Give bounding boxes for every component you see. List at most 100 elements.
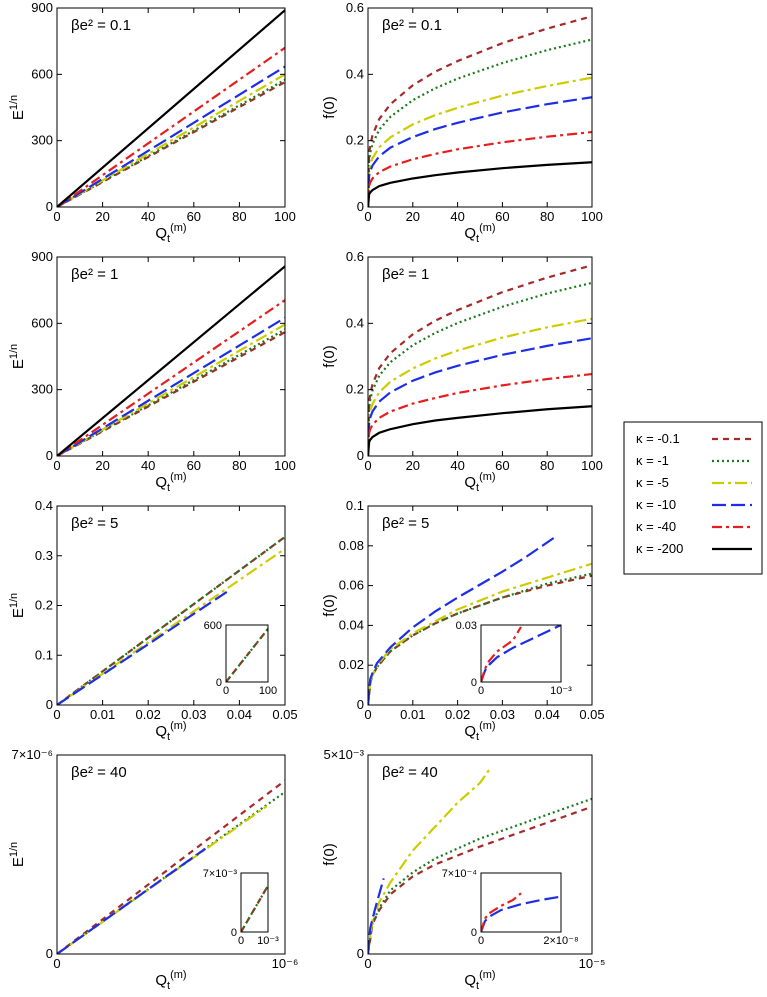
panel-f3-x-tick-label: 0.03 bbox=[490, 707, 515, 722]
panel-e4-y-tick-label: 0 bbox=[46, 946, 53, 961]
panel-e2-y-label: E1/n bbox=[8, 344, 27, 369]
panel-f1-series-3 bbox=[368, 76, 592, 207]
panel-e4-inset-y-tick-label: 0 bbox=[231, 927, 237, 939]
panel-f2-x-tick-label: 80 bbox=[540, 458, 554, 473]
panel-f3-y-label: f(0) bbox=[321, 594, 338, 617]
panel-e4-plot-area bbox=[57, 779, 285, 954]
panel-f2-series-1 bbox=[368, 264, 592, 456]
panel-e4-inset-series-2 bbox=[241, 885, 268, 932]
panel-f3-x-tick-label: 0.05 bbox=[579, 707, 604, 722]
panel-f4-series-3 bbox=[368, 766, 493, 954]
panel-f3-plot-area bbox=[368, 536, 592, 705]
panel-f2-series-3 bbox=[368, 317, 592, 456]
panel-f2-y-label: f(0) bbox=[321, 345, 338, 368]
panel-f3-y-tick-label: 0.04 bbox=[339, 617, 364, 632]
legend-label: κ = -200 bbox=[636, 541, 683, 556]
panel-e2-series-3 bbox=[57, 323, 285, 456]
panel-f1-series-6 bbox=[368, 161, 592, 207]
panel-f2-plot-area bbox=[368, 264, 592, 456]
panel-e3-x-tick-label: 0.01 bbox=[90, 707, 115, 722]
panel-e3-y-tick-label: 0.1 bbox=[35, 647, 53, 662]
panel-e3-y-tick-label: 0 bbox=[46, 697, 53, 712]
panel-f2-x-tick-label: 100 bbox=[581, 458, 603, 473]
panel-e1-plot-area bbox=[57, 9, 285, 207]
panel-f4-x-label: Qt(m) bbox=[464, 969, 495, 992]
panel-e2-x-label: Qt(m) bbox=[155, 471, 186, 494]
panel-f3-inset-frame bbox=[480, 624, 562, 683]
panel-f3-inset-y-tick-label: 0.03 bbox=[456, 620, 477, 632]
panel-e2-plot-area bbox=[57, 265, 285, 456]
panel-e3-x-tick-label: 0.04 bbox=[227, 707, 252, 722]
panel-f4-plot-area bbox=[368, 766, 592, 954]
panel-f2-x-tick-label: 0 bbox=[364, 458, 371, 473]
panel-f3-inset-x-tick-label: 0 bbox=[478, 685, 484, 697]
panel-f3-x-tick-label: 0.04 bbox=[535, 707, 560, 722]
panel-e4-inset-frame bbox=[240, 872, 269, 933]
panel-f1-y-tick-label: 0.4 bbox=[346, 66, 364, 81]
panel-f3-x-tick-label: 0.01 bbox=[400, 707, 425, 722]
panel-e4-inset-x-tick-label: 0 bbox=[238, 935, 244, 947]
panel-e3-y-tick-label: 0.2 bbox=[35, 598, 53, 613]
panel-e2-series-2 bbox=[57, 328, 285, 456]
panel-f2-x-tick-label: 20 bbox=[406, 458, 420, 473]
panel-f2: 0 20 40 60 80 100 0 0.2 0.4 0.6 βe² = 1 Qt(m) f(0) bbox=[321, 249, 603, 494]
panel-e2-x-tick-label: 100 bbox=[274, 458, 296, 473]
panel-e2-series-4 bbox=[57, 316, 285, 456]
panel-f1-x-tick-label: 60 bbox=[495, 209, 509, 224]
panel-f1-annotation: βe² = 0.1 bbox=[382, 17, 442, 34]
panel-e3-x-tick-label: 0 bbox=[53, 707, 60, 722]
legend-label: κ = -40 bbox=[636, 519, 676, 534]
panel-e4-inset: 0 10⁻³ 0 7×10⁻³ bbox=[203, 868, 279, 947]
panel-f1-x-tick-label: 40 bbox=[450, 209, 464, 224]
panel-f1-x-tick-label: 20 bbox=[406, 209, 420, 224]
panel-e2-series-6 bbox=[57, 265, 285, 456]
panel-e3: 0 0.01 0.02 0.03 0.04 0.05 0 0.1 0.2 0.3 0.4 βe² = … bbox=[8, 498, 298, 743]
panel-e2: 0 20 40 60 80 100 0 300 600 900 βe² = 1 Qt(m) E1/n bbox=[8, 249, 296, 494]
panel-e1-x-label: Qt(m) bbox=[155, 222, 186, 245]
panel-e1-y-tick-label: 600 bbox=[31, 66, 53, 81]
panel-f3-frame bbox=[367, 505, 593, 706]
panel-f3-y-tick-label: 0.1 bbox=[346, 498, 364, 513]
panel-f3-y-tick-label: 0 bbox=[357, 697, 364, 712]
panel-e1-x-tick-label: 100 bbox=[274, 209, 296, 224]
panel-f3-annotation: βe² = 5 bbox=[382, 515, 429, 532]
panel-e2-annotation: βe² = 1 bbox=[71, 266, 118, 283]
panel-f3-series-4 bbox=[368, 536, 555, 705]
panel-e1-x-tick-label: 60 bbox=[187, 209, 201, 224]
panel-e2-series-1 bbox=[57, 331, 285, 456]
panel-e2-y-tick-label: 900 bbox=[31, 249, 53, 264]
panel-e1-annotation: βe² = 0.1 bbox=[71, 17, 131, 34]
panel-e2-series-5 bbox=[57, 299, 285, 456]
panel-f2-y-tick-label: 0 bbox=[357, 448, 364, 463]
panel-f2-series-4 bbox=[368, 337, 592, 456]
panel-f4-inset-series-5 bbox=[481, 892, 522, 932]
panel-e3-x-tick-label: 0.02 bbox=[136, 707, 161, 722]
panel-e2-y-tick-label: 0 bbox=[46, 448, 53, 463]
panel-f1-x-tick-label: 80 bbox=[540, 209, 554, 224]
panel-e1-frame bbox=[56, 7, 286, 208]
panel-e3-inset-x-tick-label: 100 bbox=[259, 685, 277, 697]
panel-f2-x-label: Qt(m) bbox=[464, 471, 495, 494]
panel-e3-plot-area bbox=[57, 535, 285, 705]
panel-f1-x-label: Qt(m) bbox=[464, 222, 495, 245]
panel-f2-series-6 bbox=[368, 405, 592, 456]
panel-e3-inset: 0 100 0 600 bbox=[204, 620, 278, 697]
panel-e4-series-1 bbox=[57, 779, 285, 954]
panel-e2-y-tick-label: 300 bbox=[31, 382, 53, 397]
panel-e4-y-label: E1/n bbox=[8, 842, 27, 867]
panel-e2-y-tick-label: 600 bbox=[31, 315, 53, 330]
panel-f4: 0 10⁻⁵ 0 5×10⁻³ βe² = 40 Qt(m) f(0) 0 2×10⁻⁸ 0 7×1… bbox=[321, 747, 605, 992]
panel-f4-y-label: f(0) bbox=[321, 843, 338, 866]
panel-f4-y-tick-label: 5×10⁻³ bbox=[324, 747, 365, 762]
panel-f1-y-tick-label: 0 bbox=[357, 199, 364, 214]
panel-f4-inset-x-tick-label: 2×10⁻⁸ bbox=[543, 935, 578, 947]
panel-e4-series-3 bbox=[57, 805, 268, 954]
panel-e2-frame bbox=[56, 256, 286, 457]
panel-e4: 0 10⁻⁶ 0 7×10⁻⁶ βe² = 40 Qt(m) E1/n 0 10⁻³ 0 7×10⁻… bbox=[8, 747, 298, 992]
panel-f4-inset-series-4 bbox=[481, 895, 561, 932]
panel-e4-y-tick-label: 7×10⁻⁶ bbox=[12, 747, 54, 762]
panel-f3-x-tick-label: 0.02 bbox=[445, 707, 470, 722]
panel-e3-inset-frame bbox=[225, 624, 269, 683]
panel-f4-series-2 bbox=[368, 797, 592, 954]
